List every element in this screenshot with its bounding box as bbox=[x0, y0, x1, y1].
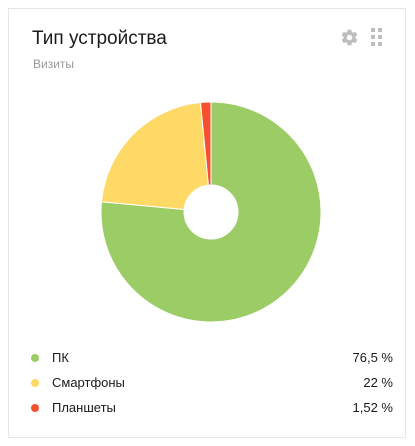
legend-color-dot-icon bbox=[31, 403, 39, 412]
widget-toolbar bbox=[339, 27, 387, 47]
legend-value: 22 % bbox=[363, 375, 393, 390]
legend-label: Планшеты bbox=[52, 400, 116, 415]
legend-label: Смартфоны bbox=[52, 375, 125, 390]
gear-icon[interactable] bbox=[339, 27, 359, 47]
legend-item-tablets[interactable]: Планшеты 1,52 % bbox=[31, 395, 393, 420]
device-type-widget: Тип устройства Визиты ПК 76,5 % Смартфоны 2… bbox=[8, 8, 406, 438]
legend-item-smartphones[interactable]: Смартфоны 22 % bbox=[31, 370, 393, 395]
legend-value: 1,52 % bbox=[352, 400, 393, 415]
legend-color-dot-icon bbox=[31, 378, 39, 387]
legend-value: 76,5 % bbox=[352, 350, 393, 365]
slice-pc[interactable] bbox=[100, 101, 322, 323]
device-type-donut-chart bbox=[100, 101, 322, 323]
drag-handle-icon[interactable] bbox=[367, 27, 387, 47]
chart-legend: ПК 76,5 % Смартфоны 22 % Планшеты 1,52 % bbox=[31, 345, 393, 420]
slice-tablets[interactable] bbox=[199, 101, 212, 186]
slice-smartphones[interactable] bbox=[100, 101, 209, 211]
legend-item-pc[interactable]: ПК 76,5 % bbox=[31, 345, 393, 370]
legend-color-dot-icon bbox=[31, 353, 39, 362]
widget-subtitle: Визиты bbox=[33, 57, 75, 71]
widget-title: Тип устройства bbox=[32, 28, 167, 49]
legend-label: ПК bbox=[52, 350, 69, 365]
